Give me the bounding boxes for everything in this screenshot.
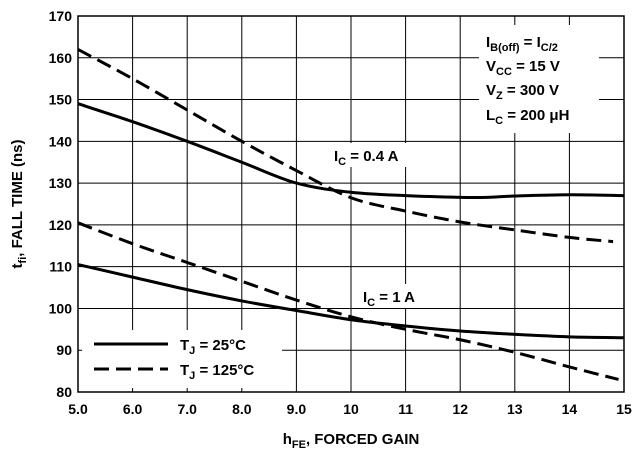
curve-label-1a-background [359,284,441,308]
x-tick-label: 14 [562,401,578,417]
x-tick-label: 12 [452,401,468,417]
x-tick-label: 5.0 [68,401,88,417]
x-tick-label: 9.0 [287,401,307,417]
curve-label-0-4a-background [330,143,430,167]
y-axis-label: tfi, FALL TIME (ns) [9,140,29,269]
y-tick-labels: 80 90 100 110 120 130 140 150 160 170 [49,8,73,400]
y-tick-label: 120 [49,217,73,233]
y-tick-label: 130 [49,175,73,191]
x-tick-label: 15 [616,401,632,417]
condition-ib: IB(off) = IC/2 [486,34,558,54]
x-tick-labels: 5.0 6.0 7.0 8.0 9.0 10 11 12 13 14 15 [68,401,632,417]
y-tick-label: 170 [49,8,73,24]
y-tick-label: 110 [49,259,72,275]
y-tick-label: 160 [49,50,73,66]
x-tick-label: 7.0 [177,401,197,417]
curve-label-0-4a: IC = 0.4 A [330,143,430,168]
x-tick-label: 10 [343,401,359,417]
curve-label-1a-text: IC = 1 A [363,289,415,309]
series-layer [77,48,625,381]
legend-background [82,330,282,388]
condition-lc: LC = 200 μH [486,107,569,127]
condition-vcc: VCC = 15 V [486,58,560,78]
legend-label-125c: TJ = 125°C [180,362,254,382]
y-tick-label: 150 [49,92,73,108]
x-tick-label: 8.0 [232,401,252,417]
conditions-background [479,25,599,133]
condition-vz: VZ = 300 V [486,82,559,102]
legend: TJ = 25°C TJ = 125°C [82,330,282,388]
curve-label-1a: IC = 1 A [359,284,441,309]
x-tick-label: 6.0 [123,401,143,417]
x-tick-label: 13 [507,401,523,417]
x-axis-label: hFE, FORCED GAIN [283,431,420,451]
y-tick-label: 140 [49,133,73,149]
plot-frame [77,15,625,393]
y-tick-label: 100 [49,300,73,316]
series-line-1 [77,102,625,199]
series-line-2 [77,48,614,244]
curve-label-0-4a-text: IC = 0.4 A [334,148,399,168]
conditions-box: IB(off) = IC/2 VCC = 15 V VZ = 300 V LC … [479,25,599,133]
x-tick-label: 11 [398,401,413,417]
series-line-4 [77,221,619,381]
legend-label-25c: TJ = 25°C [180,337,246,357]
y-tick-label: 90 [56,342,72,358]
series-line-3 [77,263,625,340]
y-tick-label: 80 [56,384,72,400]
